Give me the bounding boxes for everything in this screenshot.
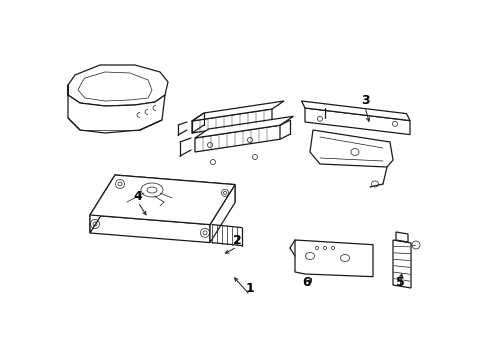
Polygon shape <box>68 85 164 133</box>
Polygon shape <box>90 175 115 233</box>
Text: 2: 2 <box>232 234 241 248</box>
Polygon shape <box>294 240 372 277</box>
Polygon shape <box>90 175 235 225</box>
Polygon shape <box>395 232 407 242</box>
Polygon shape <box>68 65 168 106</box>
Polygon shape <box>192 101 284 121</box>
Polygon shape <box>305 108 409 135</box>
Polygon shape <box>309 130 392 167</box>
Polygon shape <box>90 215 209 243</box>
Text: 5: 5 <box>395 276 404 289</box>
Polygon shape <box>209 185 235 243</box>
Text: 1: 1 <box>245 283 254 296</box>
Polygon shape <box>115 175 235 203</box>
Polygon shape <box>192 109 271 133</box>
Polygon shape <box>195 116 293 138</box>
Polygon shape <box>195 125 280 152</box>
Text: 6: 6 <box>302 275 311 288</box>
Text: 4: 4 <box>133 189 142 202</box>
Text: 3: 3 <box>360 94 368 108</box>
Polygon shape <box>301 101 409 121</box>
Polygon shape <box>392 240 410 288</box>
